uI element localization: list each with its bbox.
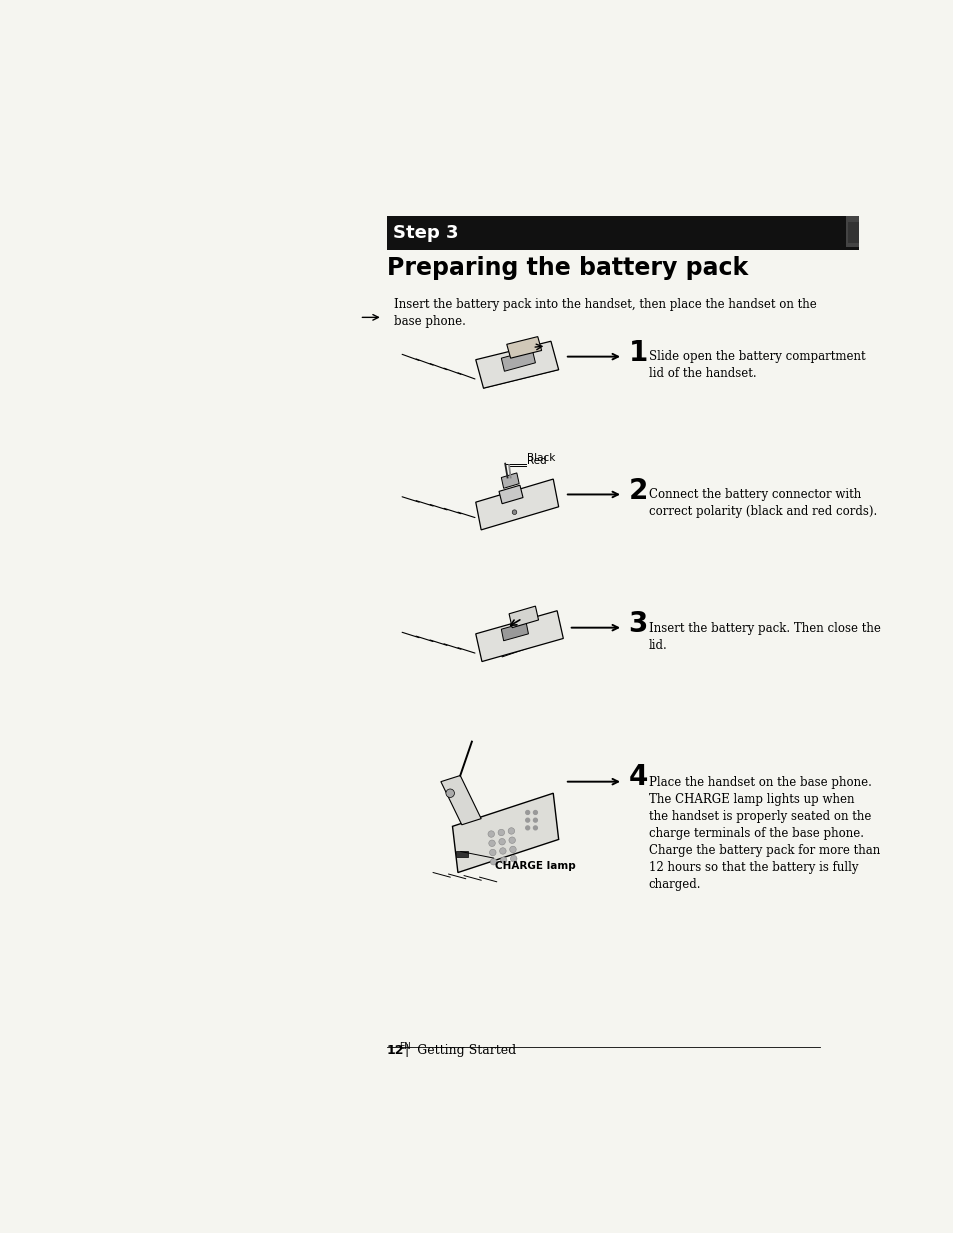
Circle shape	[525, 810, 529, 814]
Text: Red: Red	[526, 455, 546, 466]
Circle shape	[509, 846, 516, 853]
Circle shape	[510, 856, 517, 862]
Circle shape	[512, 510, 517, 514]
Bar	[386, 216, 858, 249]
Text: |  Getting Started: | Getting Started	[405, 1043, 516, 1057]
Text: Insert the battery pack. Then close the
lid.: Insert the battery pack. Then close the …	[648, 621, 880, 651]
Polygon shape	[506, 337, 541, 358]
Polygon shape	[452, 793, 558, 873]
Text: 2: 2	[628, 477, 647, 504]
Bar	[456, 851, 468, 857]
Circle shape	[488, 840, 495, 847]
Text: 3: 3	[628, 610, 647, 637]
Circle shape	[498, 838, 505, 845]
Text: Place the handset on the base phone.
The CHARGE lamp lights up when
the handset : Place the handset on the base phone. The…	[648, 776, 879, 890]
Circle shape	[489, 850, 496, 856]
Text: CHARGE lamp: CHARGE lamp	[460, 852, 576, 872]
Circle shape	[490, 858, 497, 866]
Circle shape	[533, 819, 537, 822]
Circle shape	[525, 819, 529, 822]
Text: Step 3: Step 3	[393, 223, 457, 242]
Polygon shape	[500, 350, 535, 371]
Polygon shape	[440, 776, 480, 825]
Polygon shape	[500, 623, 528, 641]
Circle shape	[533, 826, 537, 830]
Text: Slide open the battery compartment
lid of the handset.: Slide open the battery compartment lid o…	[648, 350, 864, 381]
Text: Insert the battery pack into the handset, then place the handset on the
base pho: Insert the battery pack into the handset…	[394, 298, 817, 328]
Polygon shape	[476, 610, 562, 662]
Polygon shape	[498, 626, 558, 657]
Circle shape	[508, 837, 515, 843]
Bar	[845, 216, 858, 247]
Text: 4: 4	[628, 763, 647, 792]
Polygon shape	[476, 480, 558, 530]
Circle shape	[499, 848, 506, 854]
Text: EN: EN	[398, 1042, 410, 1052]
Text: Black: Black	[526, 453, 555, 462]
Circle shape	[500, 857, 506, 863]
Text: Preparing the battery pack: Preparing the battery pack	[386, 255, 747, 280]
Text: Connect the battery connector with
correct polarity (black and red cords).: Connect the battery connector with corre…	[648, 488, 876, 518]
Bar	[847, 222, 858, 243]
Circle shape	[445, 789, 454, 798]
Polygon shape	[509, 607, 537, 628]
Polygon shape	[498, 486, 522, 504]
Circle shape	[508, 827, 514, 835]
Circle shape	[497, 830, 504, 836]
Circle shape	[488, 831, 494, 837]
Circle shape	[525, 826, 529, 830]
Circle shape	[533, 810, 537, 814]
Polygon shape	[500, 473, 518, 488]
Text: 12: 12	[386, 1043, 404, 1057]
Text: 1: 1	[628, 339, 647, 366]
Polygon shape	[476, 342, 558, 388]
